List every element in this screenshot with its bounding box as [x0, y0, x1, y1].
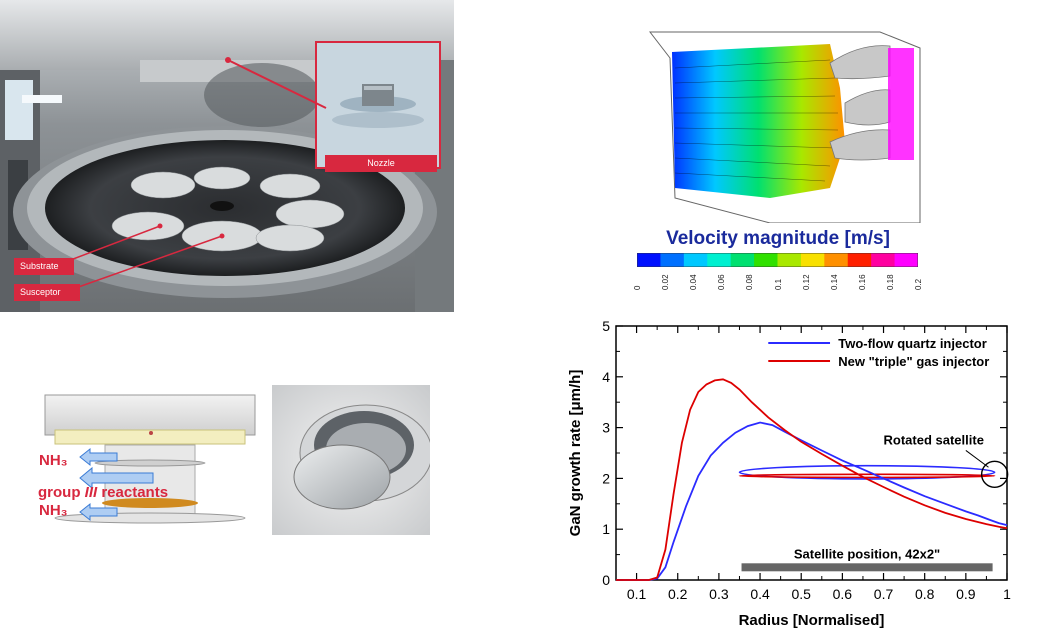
y-tick-label: 0	[602, 572, 610, 588]
colorbar-swatch	[871, 253, 896, 267]
colorbar-swatch	[637, 253, 661, 267]
colorbar-swatch	[777, 253, 802, 267]
nozzle-label: Nozzle	[325, 155, 437, 172]
colorbar-tick-label: 0.02	[661, 274, 671, 290]
x-tick-label: 0.5	[791, 586, 811, 602]
colorbar-tick-label: 0.08	[745, 274, 755, 290]
colorbar-tick-label: 0.06	[717, 274, 727, 290]
susceptor-label: Susceptor	[14, 284, 80, 301]
colorbar-tick-label: 0.1	[773, 278, 783, 290]
colorbar-swatch	[847, 253, 872, 267]
colorbar-tick-label: 0.14	[829, 274, 839, 290]
x-tick-label: 0.7	[874, 586, 894, 602]
y-tick-label: 1	[602, 521, 610, 537]
x-axis-label: Radius [Normalised]	[739, 612, 885, 629]
plot-frame	[615, 325, 1008, 581]
legend-label: Two-flow quartz injector	[838, 336, 987, 351]
colorbar-swatch	[800, 253, 825, 267]
colorbar-swatch	[660, 253, 685, 267]
legend-label: New "triple" gas injector	[838, 354, 989, 369]
colorbar-swatch	[894, 253, 919, 267]
reactor-photo: Nozzle Substrate Susceptor	[0, 0, 454, 312]
x-tick-label: 0.8	[915, 586, 935, 602]
colorbar-swatch	[683, 253, 708, 267]
y-tick-label: 4	[602, 369, 610, 385]
rotated-satellite-red-ellipse	[738, 473, 996, 479]
growth-rate-chart: 0 1 2 3 4 5 0.1 0.2 0.3 0.4 0.5 0.6 0.7 0.8 0.9 1 Radius…	[560, 318, 1030, 632]
rotated-satellite-pointer	[965, 450, 989, 468]
x-tick-label: 0.1	[627, 586, 647, 602]
series-two-flow-line	[616, 421, 1008, 581]
colorbar-swatch	[754, 253, 778, 267]
y-tick-label: 5	[602, 318, 610, 334]
x-tick-label: 1	[1003, 586, 1011, 602]
group-iii-label: group III reactants	[38, 484, 169, 501]
nh3-bottom-label: NH₃	[39, 502, 68, 519]
cfd-velocity-plot	[630, 18, 930, 224]
velocity-colorbar	[636, 252, 919, 268]
colorbar-swatch	[707, 253, 732, 267]
triple-injector-schematic: NH₃ group III reactants NH₃	[35, 385, 265, 535]
satellite-position-bar	[741, 563, 993, 572]
colorbar-tick-label: 0	[633, 285, 642, 290]
satellite-circle-marker	[980, 460, 1009, 489]
x-tick-label: 0.2	[668, 586, 688, 602]
nh3-top-label: NH₃	[39, 452, 68, 469]
injector-photo	[272, 385, 433, 535]
colorbar-tick-label: 0.16	[857, 274, 867, 290]
colorbar-tick-label: 0.12	[801, 274, 811, 290]
satellite-position-label: Satellite position, 42x2"	[794, 546, 940, 561]
y-tick-label: 2	[602, 470, 610, 486]
x-tick-label: 0.4	[750, 586, 770, 602]
colorbar-swatch	[730, 253, 755, 267]
y-tick-label: 3	[602, 420, 610, 436]
x-tick-label: 0.3	[709, 586, 729, 602]
y-axis-label: GaN growth rate [μm/h]	[567, 370, 584, 537]
series-triple-injector-line	[616, 378, 1008, 581]
colorbar-tick-label: 0.04	[689, 274, 699, 290]
colorbar-tick-label: 0.2	[914, 278, 923, 290]
colorbar-tick-label: 0.18	[885, 274, 895, 290]
rotated-satellite-label: Rotated satellite	[884, 432, 984, 447]
velocity-title: Velocity magnitude [m/s]	[666, 228, 890, 249]
x-tick-label: 0.9	[956, 586, 976, 602]
colorbar-swatch	[824, 253, 849, 267]
x-tick-label: 0.6	[833, 586, 853, 602]
substrate-label: Substrate	[14, 258, 74, 275]
